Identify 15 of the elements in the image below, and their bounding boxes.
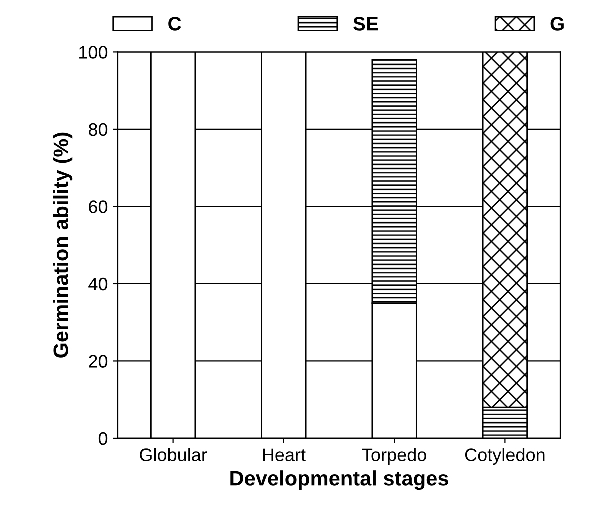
y-tick-label: 100 bbox=[80, 46, 108, 59]
y-tick-label: 80 bbox=[88, 123, 108, 136]
x-tick-label: Heart bbox=[263, 448, 306, 462]
legend-label: SE bbox=[354, 17, 378, 31]
y-tick-label: 60 bbox=[89, 200, 108, 214]
x-tick-label: Cotyledon bbox=[465, 448, 545, 466]
y-tick-label: 40 bbox=[88, 278, 108, 291]
legend-label: C bbox=[168, 17, 182, 31]
x-axis-title: Developmental stages bbox=[230, 470, 448, 490]
y-axis-title: Germination ability (%) bbox=[53, 132, 73, 358]
legend-label: G bbox=[550, 17, 564, 31]
x-tick-label: Torpedo bbox=[362, 448, 426, 466]
x-tick-label: Globular bbox=[140, 448, 208, 462]
y-tick-label: 0 bbox=[98, 432, 108, 446]
y-tick-label: 20 bbox=[89, 355, 108, 368]
